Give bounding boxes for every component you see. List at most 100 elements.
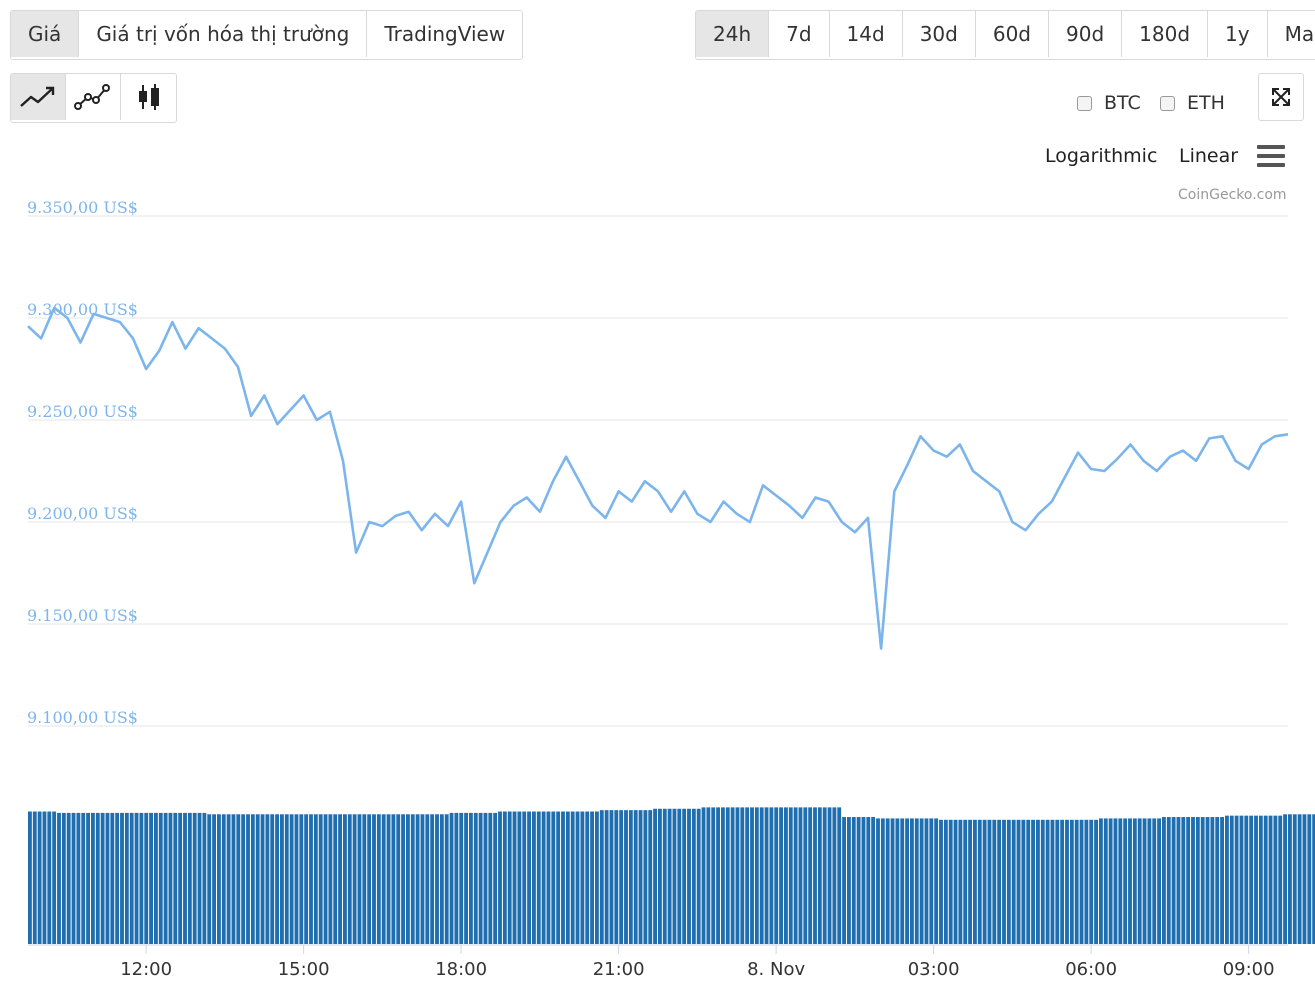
volume-bar [168,812,173,944]
volume-bar [217,814,221,944]
tab-tradingview[interactable]: TradingView [367,11,523,57]
volume-bar [294,814,299,944]
volume-bar [1162,817,1166,944]
volume-bar [721,807,725,944]
volume-bar [817,807,822,944]
volume-bar [372,814,376,944]
volume-bar [1074,819,1079,944]
volume-bar [275,814,279,944]
volume-bar [609,810,614,944]
tab-market-cap[interactable]: Giá trị vốn hóa thị trường [79,11,368,57]
tab-price[interactable]: Giá [11,11,80,57]
volume-bar [260,814,265,944]
volume-bar [425,814,430,944]
volume-bar [847,817,851,944]
range-14d-button[interactable]: 14d [829,11,903,57]
volume-bar [910,818,914,944]
logarithmic-scale-button[interactable]: Logarithmic [1045,145,1158,167]
volume-bar [1128,818,1132,944]
range-max-button[interactable]: Max [1267,11,1315,57]
volume-bar [71,812,76,944]
volume-bar [565,811,570,944]
volume-bar [207,814,212,944]
compare-eth-toggle[interactable]: ETH [1160,92,1225,114]
y-tick-label: 9.200,00 US$ [27,504,138,523]
volume-bar [1040,819,1045,944]
volume-bar [86,812,90,944]
volume-bar [740,807,745,944]
volume-bar [1147,818,1152,944]
scatter-line-chart-button[interactable] [66,74,121,120]
volume-bar [420,814,425,944]
volume-bar [1021,819,1026,944]
eth-checkbox[interactable] [1160,95,1175,111]
range-1y-button[interactable]: 1y [1208,11,1268,57]
volume-bar [1079,819,1084,944]
price-line[interactable] [27,306,1289,650]
volume-bar [309,814,313,944]
range-24h-button[interactable]: 24h [696,11,770,57]
volume-bar [115,812,120,944]
volume-bar [1210,817,1215,944]
volume-bar [968,819,972,944]
chart-type-selector [10,73,177,123]
volume-bar [730,807,735,944]
x-tick-label: 12:00 [120,959,172,980]
volume-bar [95,812,100,944]
volume-bar [701,807,706,944]
x-tick-label: 21:00 [593,959,645,980]
volume-bar [391,814,396,944]
volume-bar [139,812,144,944]
volume-bar [1157,818,1161,944]
volume-bar [750,807,754,944]
volume-bar [662,808,667,944]
volume-bar [1283,814,1287,944]
volume-bar [599,810,604,944]
volume-bar [512,811,517,944]
range-90d-button[interactable]: 90d [1049,11,1123,57]
btc-checkbox[interactable] [1077,95,1092,111]
volume-bar [1176,817,1181,944]
volume-bar [1297,814,1302,944]
range-180d-button[interactable]: 180d [1122,11,1209,57]
compare-btc-toggle[interactable]: BTC [1077,92,1141,114]
range-60d-button[interactable]: 60d [975,11,1050,57]
volume-bar [197,812,202,944]
candlestick-chart-button[interactable] [121,74,176,120]
y-axis-labels: 9.350,00 US$ 9.300,00 US$ 9.250,00 US$ 9.20… [27,198,138,727]
volume-bar [861,817,866,944]
volume-bar [1002,819,1006,944]
volume-bar [158,812,163,944]
range-7d-button[interactable]: 7d [769,11,830,57]
x-tick-label: 03:00 [908,959,960,980]
volume-bar [1055,819,1060,944]
volume-bar [1181,817,1186,944]
price-series[interactable] [27,306,1289,650]
volume-bar [226,814,231,944]
volume-bar [289,814,294,944]
volume-bar [61,812,66,944]
volume-bar [52,811,57,944]
volume-bar [934,818,939,944]
volume-bar [541,811,546,944]
volume-bar [561,811,565,944]
hamburger-menu-icon[interactable] [1256,143,1286,169]
volume-bar [478,812,483,944]
volume-bar [1249,815,1254,944]
fullscreen-button[interactable] [1258,73,1304,121]
volume-bar [105,812,110,944]
volume-bar [42,811,47,944]
volume-bar [454,812,459,944]
linear-scale-button[interactable]: Linear [1179,145,1239,167]
y-tick-label: 9.300,00 US$ [27,300,138,319]
line-chart-button[interactable] [11,74,66,120]
credit-link[interactable]: CoinGecko.com [1178,187,1287,203]
volume-bar [347,814,352,944]
range-30d-button[interactable]: 30d [902,11,976,57]
volume-bar [880,818,885,944]
volume-bar [1239,815,1244,944]
volume-bar [735,807,740,944]
volume-bar [66,812,71,944]
volume-bar [464,812,468,944]
